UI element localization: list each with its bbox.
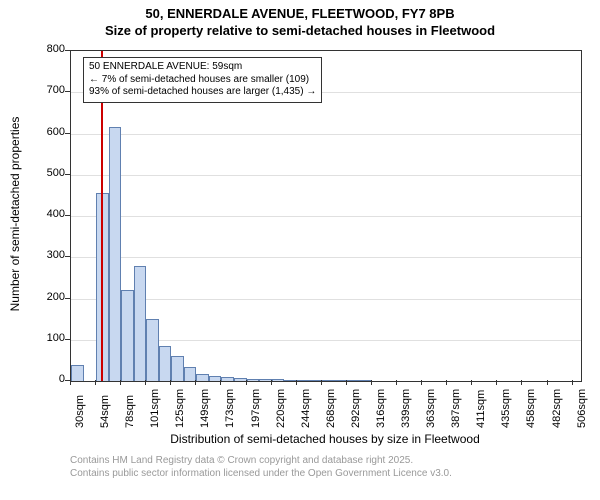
x-tick-label: 411sqm [475,390,487,428]
x-tick-mark [572,380,573,385]
y-tick-mark [65,133,70,134]
histogram-bar [71,365,84,382]
x-tick-mark [120,380,121,385]
x-tick-mark [70,380,71,385]
y-tick-label: 800 [25,43,65,55]
y-tick-mark [65,91,70,92]
grid-line [71,175,581,176]
histogram-bar [109,127,122,381]
y-tick-label: 400 [25,208,65,220]
x-tick-mark [371,380,372,385]
x-tick-mark [396,380,397,385]
x-tick-mark [496,380,497,385]
x-tick-mark [271,380,272,385]
y-tick-label: 200 [25,291,65,303]
x-tick-label: 173sqm [224,389,236,428]
attribution-text: Contains HM Land Registry data © Crown c… [70,454,452,480]
histogram-bar [121,290,134,381]
x-tick-label: 125sqm [174,389,186,428]
x-tick-mark [95,380,96,385]
title-line-1: 50, ENNERDALE AVENUE, FLEETWOOD, FY7 8PB [0,6,600,23]
histogram-bar [196,374,209,381]
x-tick-mark [421,380,422,385]
attribution-line-2: Contains public sector information licen… [70,467,452,480]
y-tick-label: 700 [25,84,65,96]
x-tick-label: 197sqm [250,389,262,428]
histogram-bar [171,356,184,381]
y-tick-label: 600 [25,126,65,138]
y-tick-mark [65,298,70,299]
chart-title: 50, ENNERDALE AVENUE, FLEETWOOD, FY7 8PB… [0,0,600,40]
plot-area: 50 ENNERDALE AVENUE: 59sqm ← 7% of semi-… [70,50,582,382]
histogram-bar [184,367,197,381]
histogram-bar [272,379,285,381]
y-tick-mark [65,50,70,51]
x-tick-label: 316sqm [375,389,387,428]
histogram-bar [247,379,260,381]
y-tick-label: 0 [25,373,65,385]
x-tick-label: 339sqm [400,389,412,428]
x-tick-label: 292sqm [350,389,362,428]
histogram-bar [159,346,172,381]
histogram-bar [297,380,310,381]
y-tick-mark [65,339,70,340]
annotation-line-2: ← 7% of semi-detached houses are smaller… [89,74,316,87]
chart-container: 50, ENNERDALE AVENUE, FLEETWOOD, FY7 8PB… [0,0,600,500]
histogram-bar [322,380,335,381]
x-tick-label: 244sqm [300,389,312,428]
histogram-bar [146,319,159,381]
x-axis-label: Distribution of semi-detached houses by … [70,432,580,446]
annotation-box: 50 ENNERDALE AVENUE: 59sqm ← 7% of semi-… [83,57,322,103]
histogram-bar [347,380,360,381]
y-tick-mark [65,215,70,216]
x-tick-mark [471,380,472,385]
grid-line [71,216,581,217]
x-tick-label: 458sqm [525,389,537,428]
x-tick-mark [170,380,171,385]
x-tick-label: 101sqm [149,389,161,428]
y-tick-label: 300 [25,249,65,261]
x-tick-label: 363sqm [425,389,437,428]
x-tick-label: 54sqm [99,395,111,428]
x-tick-mark [296,380,297,385]
y-axis-label: Number of semi-detached properties [8,94,22,334]
annotation-line-1: 50 ENNERDALE AVENUE: 59sqm [89,61,316,74]
y-tick-label: 500 [25,167,65,179]
histogram-bar [221,377,234,381]
title-line-2: Size of property relative to semi-detach… [0,23,600,40]
x-tick-mark [220,380,221,385]
x-tick-mark [547,380,548,385]
x-tick-mark [145,380,146,385]
x-tick-mark [195,380,196,385]
x-tick-label: 220sqm [275,389,287,428]
x-tick-mark [346,380,347,385]
annotation-line-3: 93% of semi-detached houses are larger (… [89,86,316,99]
x-tick-label: 387sqm [450,389,462,428]
x-tick-mark [321,380,322,385]
grid-line [71,257,581,258]
x-tick-label: 78sqm [124,395,136,428]
x-tick-label: 506sqm [576,389,588,428]
grid-line [71,134,581,135]
x-tick-mark [246,380,247,385]
y-tick-mark [65,174,70,175]
x-tick-label: 482sqm [551,389,563,428]
x-tick-label: 30sqm [74,395,86,428]
grid-line [71,299,581,300]
attribution-line-1: Contains HM Land Registry data © Crown c… [70,454,452,467]
histogram-bar [134,266,147,382]
x-tick-mark [446,380,447,385]
x-tick-label: 268sqm [325,389,337,428]
x-tick-label: 435sqm [500,389,512,428]
y-tick-label: 100 [25,332,65,344]
x-tick-label: 149sqm [199,389,211,428]
x-tick-mark [521,380,522,385]
y-tick-mark [65,256,70,257]
